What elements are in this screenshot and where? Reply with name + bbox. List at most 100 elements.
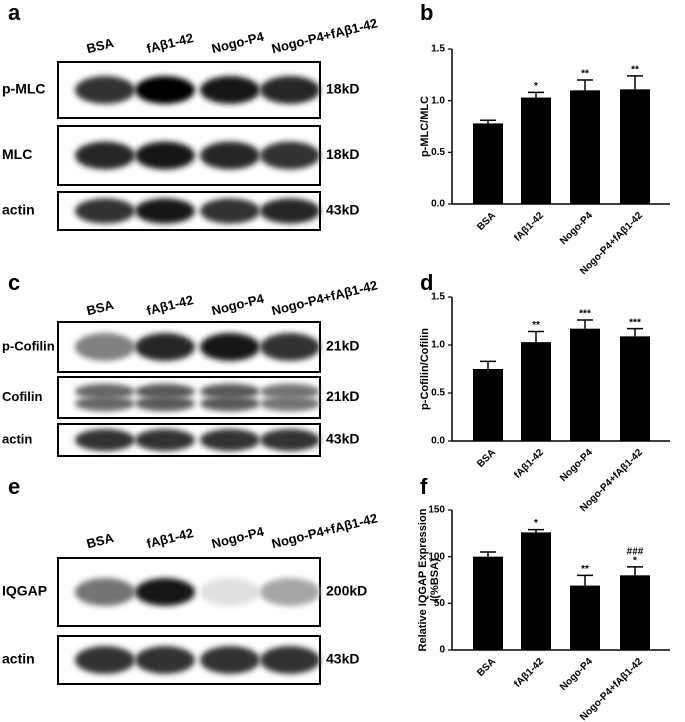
- y-tick-label: 0.5: [431, 147, 445, 158]
- blot-band: [260, 383, 320, 400]
- significance-label: **: [581, 564, 589, 575]
- bar: [570, 328, 600, 441]
- blot-band: [200, 578, 260, 606]
- x-tick-label: BSA: [475, 656, 498, 679]
- blot-band: [75, 646, 135, 674]
- error-bar: [577, 574, 593, 586]
- blot-band: [200, 646, 260, 674]
- blot-band: [75, 333, 135, 361]
- lane-label: Nogo-P4+fAβ1-42: [270, 15, 379, 56]
- error-bar: [480, 119, 496, 124]
- panel-letter: a: [8, 0, 21, 25]
- error-bar: [577, 79, 593, 91]
- blot-band: [75, 383, 135, 400]
- blot-band: [135, 383, 195, 400]
- y-tick-label: 50: [434, 598, 446, 609]
- y-tick-label: 0.0: [431, 199, 445, 210]
- y-axis-label: Relative IQGAP Expression: [417, 508, 429, 651]
- blot-band: [260, 646, 320, 674]
- lane-label: BSA: [85, 35, 116, 56]
- lane-label: Nogo-P4+fAβ1-42: [270, 510, 379, 551]
- error-bar: [528, 528, 544, 533]
- error-bar: [577, 319, 593, 329]
- blot-band: [75, 578, 135, 606]
- x-tick-label: Nogo-P4: [558, 656, 595, 693]
- error-bar: [528, 91, 544, 98]
- panel-letter: b: [420, 0, 433, 25]
- bar: [620, 89, 650, 204]
- panel-letter: e: [8, 474, 20, 499]
- blot-band: [200, 76, 260, 104]
- lane-label: fAβ1-42: [145, 30, 195, 56]
- panel-letter: f: [420, 474, 428, 499]
- blot-band: [135, 141, 195, 170]
- row-label: actin: [2, 431, 32, 446]
- size-label: 200kD: [326, 583, 367, 599]
- bar: [473, 556, 503, 650]
- bar: [620, 575, 650, 650]
- panel-letter: d: [420, 270, 433, 295]
- blot-band: [200, 429, 260, 451]
- bar: [570, 585, 600, 650]
- x-tick-label: Nogo-P4: [558, 210, 595, 247]
- error-bar: [627, 75, 643, 90]
- y-axis-label: p-Cofilin/Cofilin: [419, 328, 431, 410]
- blot-band: [200, 141, 260, 170]
- blot-band: [260, 395, 320, 412]
- y-tick-label: 1.0: [431, 95, 445, 106]
- blot-band: [75, 395, 135, 412]
- blot-band: [200, 383, 260, 400]
- lane-label: BSA: [85, 530, 116, 551]
- blot-band: [135, 646, 195, 674]
- row-label: actin: [2, 651, 35, 667]
- x-tick-label: fAβ1-42: [512, 447, 546, 481]
- size-label: 18kD: [326, 81, 359, 97]
- significance-label: *: [534, 518, 538, 529]
- significance-label: **: [581, 69, 589, 80]
- blot-band: [135, 333, 195, 361]
- size-label: 18kD: [326, 146, 359, 162]
- blot-band: [260, 141, 320, 170]
- blot-band: [75, 429, 135, 451]
- y-tick-label: 1.0: [431, 340, 445, 351]
- significance-label: **: [631, 65, 639, 76]
- row-label: p-Cofilin: [2, 338, 55, 353]
- y-tick-label: 1.5: [431, 292, 445, 303]
- y-axis-label: /(%BSA): [429, 558, 441, 602]
- blot-band: [135, 578, 195, 606]
- blot-band: [260, 198, 320, 224]
- size-label: 43kD: [326, 651, 359, 667]
- row-label: IQGAP: [2, 583, 47, 599]
- lane-label: Nogo-P4: [210, 524, 266, 552]
- size-label: 43kD: [326, 431, 359, 447]
- lane-label: fAβ1-42: [145, 525, 195, 551]
- bar: [521, 342, 551, 441]
- significance-label: ***: [579, 309, 591, 320]
- x-tick-label: BSA: [475, 210, 498, 233]
- bar: [521, 97, 551, 204]
- size-label: 43kD: [326, 202, 359, 218]
- blot-band: [135, 429, 195, 451]
- y-tick-label: 150: [428, 505, 445, 516]
- lane-label: BSA: [85, 297, 116, 318]
- lane-label: fAβ1-42: [145, 292, 195, 318]
- blot-band: [75, 141, 135, 170]
- lane-label: Nogo-P4+fAβ1-42: [270, 277, 379, 318]
- significance-label: **: [532, 320, 540, 331]
- blot-band: [135, 198, 195, 224]
- y-tick-label: 1.5: [431, 44, 445, 55]
- blot-band: [75, 198, 135, 224]
- row-label: p-MLC: [2, 81, 46, 97]
- significance-label: ***: [629, 317, 641, 328]
- size-label: 21kD: [326, 388, 359, 404]
- bar: [473, 369, 503, 441]
- x-tick-label: BSA: [475, 447, 498, 470]
- x-tick-label: Nogo-P4: [558, 447, 595, 484]
- lane-label: Nogo-P4: [210, 291, 266, 319]
- panel-letter: c: [8, 270, 20, 295]
- blot-band: [75, 76, 135, 104]
- error-bar: [627, 566, 643, 576]
- blot-band: [260, 333, 320, 361]
- y-tick-label: 0.0: [431, 436, 445, 447]
